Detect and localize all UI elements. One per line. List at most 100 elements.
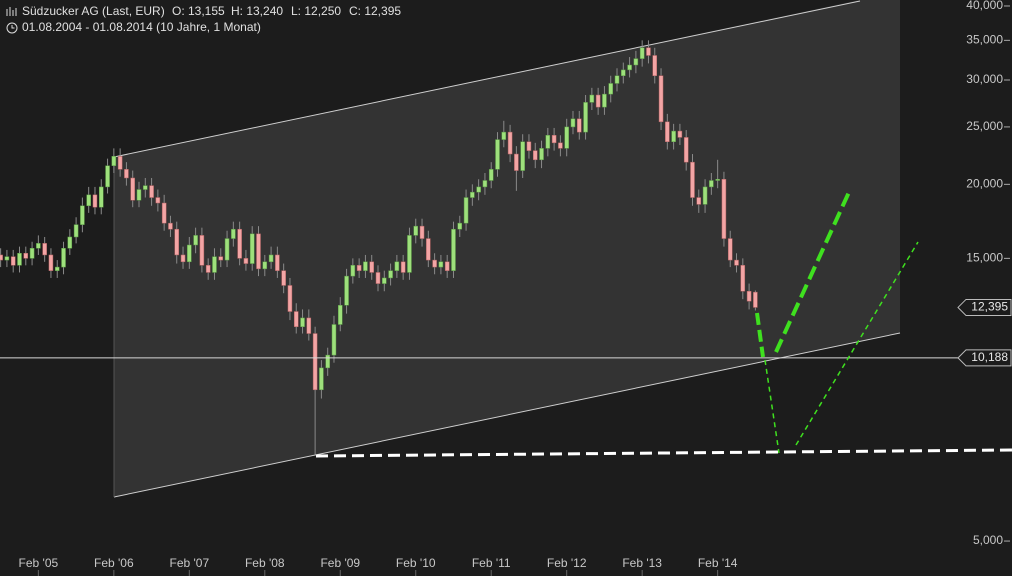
x-tick-label: Feb '08	[245, 556, 285, 570]
candle-body	[130, 177, 135, 201]
candle-body	[696, 197, 702, 205]
candle-body	[275, 254, 280, 271]
candle-body	[671, 130, 676, 142]
candle-body	[382, 277, 387, 284]
candle-body	[407, 235, 412, 273]
candle-body	[633, 58, 639, 66]
candle-body	[281, 270, 286, 286]
candle-body	[451, 228, 456, 271]
x-tick-label: Feb '11	[472, 556, 511, 570]
candle-body	[444, 261, 450, 271]
candle-body	[702, 186, 708, 205]
candle-body	[539, 148, 544, 161]
candle-body	[356, 265, 362, 271]
candle-body	[180, 254, 186, 263]
candle-body	[375, 272, 381, 284]
candle-body	[350, 265, 356, 277]
chart-subtitle: 01.08.2004 - 01.08.2014 (10 Jahre, 1 Mon…	[22, 20, 261, 34]
candle-body	[419, 225, 425, 239]
candle-body	[199, 235, 205, 266]
forecast-line	[764, 359, 780, 454]
candle-body	[243, 258, 249, 264]
candle-body	[300, 317, 305, 327]
candle-body	[608, 83, 613, 95]
candle-body	[690, 161, 695, 198]
y-tick-label: 40,000	[966, 0, 1003, 12]
candle-body	[721, 178, 727, 239]
y-tick-label: 20,000	[966, 177, 1003, 191]
candle-body	[224, 238, 230, 261]
x-tick-label: Feb '14	[698, 556, 738, 570]
candle-body	[287, 285, 293, 312]
candle-body	[589, 94, 595, 103]
candle-body	[338, 305, 343, 325]
close-label: C: 12,395	[349, 4, 401, 18]
candle-body	[312, 333, 318, 391]
candle-body	[570, 118, 576, 128]
chart-icon	[6, 7, 17, 16]
y-tick-label: 30,000	[966, 72, 1003, 86]
candle-body	[715, 178, 720, 181]
candle-body	[564, 126, 569, 149]
candle-body	[683, 137, 689, 163]
y-tick-label: 35,000	[966, 33, 1003, 47]
candle-body	[105, 165, 110, 188]
candle-body	[363, 261, 368, 271]
candle-body	[161, 202, 167, 224]
candle-body	[627, 64, 632, 71]
candle-body	[306, 317, 312, 334]
candle-body	[614, 75, 620, 84]
candle-body	[174, 228, 179, 256]
candle-body	[709, 180, 714, 188]
x-tick-label: Feb '05	[19, 556, 59, 570]
candle-body	[457, 222, 463, 230]
candle-body	[470, 191, 475, 198]
candle-body	[665, 121, 670, 142]
candle-body	[92, 194, 98, 208]
candle-body	[67, 236, 73, 249]
price-marker-label: 10,188	[971, 350, 1008, 364]
high-label: H: 13,240	[231, 4, 283, 18]
x-tick-label: Feb '10	[396, 556, 436, 570]
candle-body	[746, 291, 752, 302]
x-tick-label: Feb '12	[547, 556, 587, 570]
candle-body	[61, 248, 66, 268]
candle-body	[551, 135, 557, 144]
candle-body	[526, 141, 532, 151]
candle-body	[595, 94, 601, 108]
price-marker-label: 12,395	[971, 300, 1008, 314]
candle-body	[658, 75, 664, 123]
candle-body	[54, 266, 60, 271]
candle-body	[149, 185, 154, 198]
candle-body	[86, 194, 91, 207]
x-tick-label: Feb '09	[320, 556, 360, 570]
candle-body	[394, 261, 400, 271]
forecast-line	[795, 241, 919, 446]
candle-body	[99, 186, 104, 208]
candle-body	[136, 189, 142, 201]
candle-body	[111, 156, 117, 166]
candle-body	[577, 118, 582, 133]
low-label: L: 12,250	[291, 4, 341, 18]
candle-body	[727, 238, 733, 261]
candle-body	[677, 130, 683, 138]
forecast-line	[774, 189, 852, 353]
trend-channel	[114, 0, 900, 497]
candle-body	[413, 225, 418, 236]
candle-body	[558, 142, 563, 149]
candle-body	[753, 291, 758, 308]
candle-body	[249, 233, 255, 264]
channel-lower-line	[113, 332, 901, 498]
candle-body	[17, 253, 22, 266]
candle-body	[532, 150, 538, 161]
candle-body	[0, 254, 3, 261]
y-tick-label: 15,000	[966, 251, 1003, 265]
candle-body	[740, 265, 746, 292]
x-tick-label: Feb '13	[622, 556, 662, 570]
candle-body	[331, 324, 337, 356]
candle-body	[432, 259, 437, 268]
candle-body	[268, 254, 274, 263]
open-label: O: 13,155	[172, 4, 225, 18]
candle-body	[369, 261, 374, 273]
